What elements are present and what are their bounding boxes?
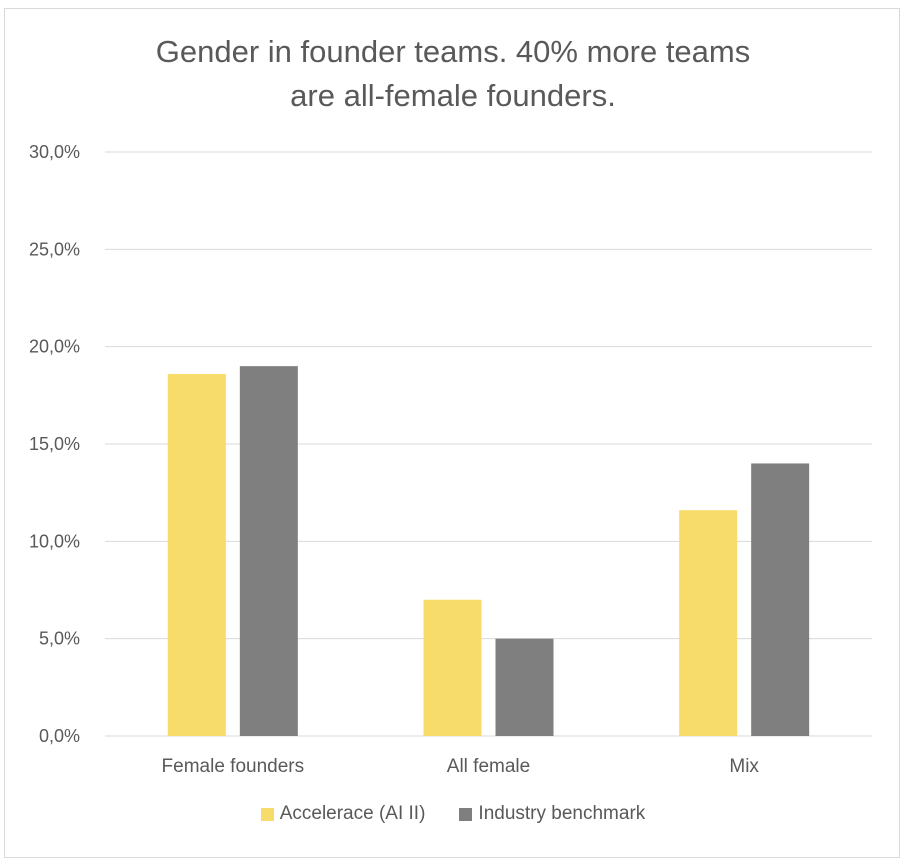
y-tick-label: 0,0% xyxy=(39,726,80,746)
bar-accelerace xyxy=(679,510,738,736)
legend-label-industry-benchmark: Industry benchmark xyxy=(478,803,646,824)
bar-industry-benchmark xyxy=(495,638,554,736)
bar-industry-benchmark xyxy=(751,463,810,736)
x-category-label: Female founders xyxy=(162,756,305,777)
chart-frame xyxy=(4,8,900,858)
y-tick-label: 15,0% xyxy=(29,434,80,454)
bar-accelerace xyxy=(167,373,226,736)
legend-swatch-industry-benchmark xyxy=(459,807,473,821)
chart-title-line-2: are all-female founders. xyxy=(290,78,616,113)
y-tick-label: 5,0% xyxy=(39,629,80,649)
y-tick-label: 30,0% xyxy=(29,142,80,162)
x-category-label: Mix xyxy=(729,756,759,777)
y-tick-label: 20,0% xyxy=(29,337,80,357)
chart-title-line-1: Gender in founder teams. 40% more teams xyxy=(155,34,751,69)
x-category-label: All female xyxy=(447,756,530,777)
legend-swatch-accelerace xyxy=(260,807,274,821)
y-tick-label: 25,0% xyxy=(29,239,80,259)
y-tick-label: 10,0% xyxy=(29,531,80,551)
chart-title: Gender in founder teams. 40% more teams … xyxy=(0,30,906,118)
bar-accelerace xyxy=(423,599,482,736)
legend-item-accelerace: Accelerace (AI II) xyxy=(260,803,426,825)
legend-item-industry-benchmark: Industry benchmark xyxy=(459,803,645,825)
legend-label-accelerace: Accelerace (AI II) xyxy=(279,803,426,824)
bar-industry-benchmark xyxy=(239,366,298,736)
legend: Accelerace (AI II) Industry benchmark xyxy=(0,803,906,825)
